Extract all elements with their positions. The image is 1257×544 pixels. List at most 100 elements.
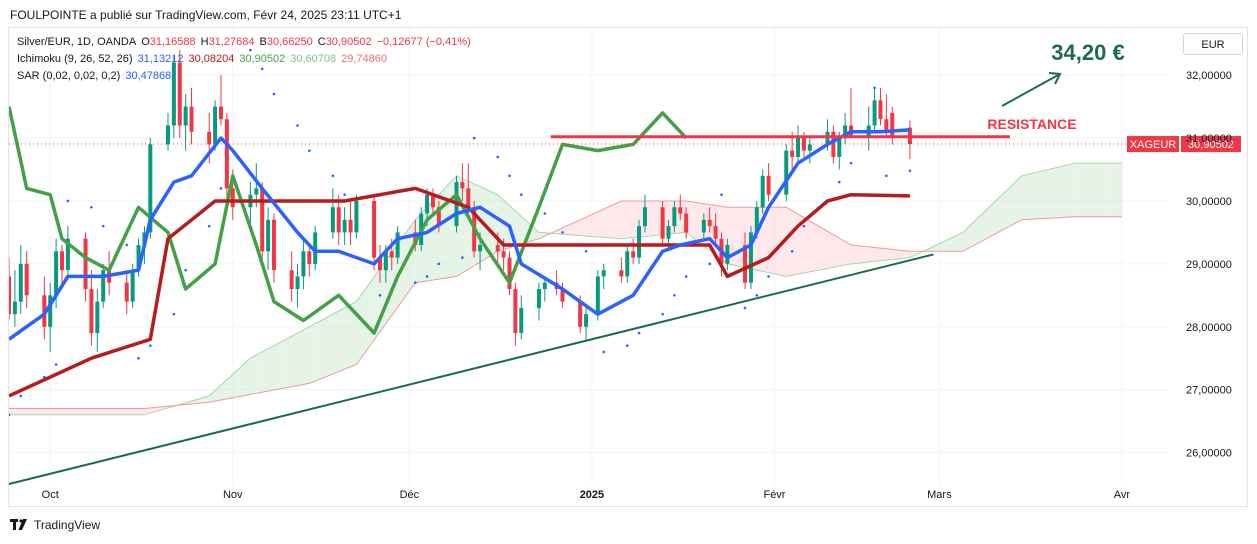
cloud-segment — [1045, 168, 1052, 219]
cloud-segment — [845, 241, 852, 266]
sar-dot — [260, 67, 264, 71]
cloud-segment — [892, 249, 899, 260]
cloud-segment — [109, 408, 115, 415]
cloud-segment — [350, 301, 357, 367]
candle-body — [383, 251, 388, 271]
legend-b-label: B — [259, 36, 267, 48]
candle-body — [313, 232, 318, 264]
cloud-segment — [273, 342, 280, 391]
cloud-segment — [38, 408, 45, 415]
cloud-segment — [621, 200, 628, 239]
cloud-segment — [297, 329, 304, 386]
candle-body — [301, 251, 306, 277]
candle-body — [801, 138, 806, 151]
y-tick-label: 29,00000 — [1186, 259, 1232, 271]
cloud-segment — [303, 326, 310, 385]
sar-dot — [207, 224, 211, 228]
sar-dot — [90, 205, 93, 209]
candle-body — [372, 200, 377, 258]
cloud-segment — [1051, 167, 1058, 219]
cloud-segment — [262, 348, 269, 393]
candle-body — [330, 207, 335, 233]
cloud-segment — [591, 211, 598, 237]
candle-body — [584, 314, 589, 327]
cloud-segment — [815, 224, 822, 271]
legend-ichimoku-name: Ichimoku (9, 26, 52, 26) — [17, 53, 133, 65]
cloud-segment — [485, 189, 492, 259]
sar-dot — [508, 174, 511, 178]
legend-span-a-value: 30,60708 — [290, 53, 337, 65]
footer-brand: TradingView — [10, 518, 100, 532]
cloud-segment — [980, 209, 987, 242]
cloud-segment — [9, 408, 15, 415]
candle-body — [748, 232, 753, 283]
cloud-segment — [126, 408, 133, 415]
sar-dot — [249, 48, 252, 52]
cloud-segment — [1074, 163, 1081, 217]
sar-dot — [849, 161, 853, 165]
candle-body — [754, 207, 759, 233]
annotations: RESISTANCE 34,20 € XAGEUR 30,90502 — [8, 40, 1241, 485]
sar-dot — [708, 262, 712, 266]
legend-sar-row: SAR (0,02, 0,02, 0,2) 30,47868 — [17, 68, 476, 85]
candle-body — [790, 150, 795, 157]
cloud-segment — [103, 408, 110, 415]
candle-body — [207, 131, 212, 145]
cloud-segment — [1021, 174, 1028, 220]
candle-body — [218, 106, 223, 120]
cloud-segment — [209, 390, 216, 403]
candle-body — [684, 213, 689, 233]
cloud-segment — [56, 408, 62, 415]
cloud-segment — [957, 232, 963, 252]
cloud-segment — [1015, 175, 1022, 223]
cloud-segment — [61, 408, 68, 415]
legend-open: 31,16588 — [149, 36, 196, 48]
candle-body — [436, 207, 441, 227]
x-tick-label: Mars — [927, 489, 952, 501]
sar-dot — [149, 344, 152, 347]
sar-dot — [637, 331, 641, 335]
cloud-segment — [1057, 166, 1064, 218]
candle-body — [495, 244, 500, 252]
kijun-sen-line — [9, 186, 910, 398]
candle-body — [254, 188, 259, 195]
candle-body — [760, 175, 765, 208]
candle-body — [430, 194, 435, 208]
sar-dot — [19, 394, 23, 398]
cloud-segment — [114, 408, 121, 415]
candle-body — [478, 244, 483, 252]
currency-button[interactable]: EUR — [1183, 33, 1243, 55]
candle-body — [878, 100, 883, 120]
cloud-segment — [26, 408, 33, 415]
y-tick-label: 32,00000 — [1186, 70, 1232, 82]
current-price-tag-bg — [1181, 136, 1241, 153]
cloud-segment — [974, 215, 981, 245]
candle-body — [307, 251, 312, 264]
cloud-segment — [220, 379, 227, 401]
cloud-segment — [427, 200, 433, 281]
cloud-segment — [533, 227, 539, 241]
cloud-segment — [50, 408, 57, 415]
legend-c-label: C — [317, 36, 326, 48]
cloud-segment — [733, 207, 740, 267]
legend-ohlc-row: Silver/EUR, 1D, OANDA O31,16588 H31,27684 B… — [17, 34, 476, 51]
candle-body — [101, 270, 106, 302]
sar-dot — [343, 193, 346, 196]
y-tick-label: 26,00000 — [1186, 448, 1232, 460]
candle-body — [230, 188, 235, 208]
cloud-segment — [886, 248, 893, 261]
candle-body — [631, 251, 636, 258]
senkou-span-b — [9, 200, 1122, 409]
cloud-segment — [792, 210, 799, 276]
sar-dot — [837, 180, 841, 184]
cloud-segment — [73, 408, 80, 415]
sar-dot — [673, 294, 676, 297]
support-trendline — [8, 253, 934, 485]
cloud-segment — [597, 209, 604, 238]
cloud-segment — [1086, 163, 1093, 217]
candle-body — [377, 257, 382, 271]
sar-dot — [272, 92, 276, 96]
cloud-segment — [138, 408, 145, 415]
legend-close: 30,90502 — [325, 36, 372, 48]
